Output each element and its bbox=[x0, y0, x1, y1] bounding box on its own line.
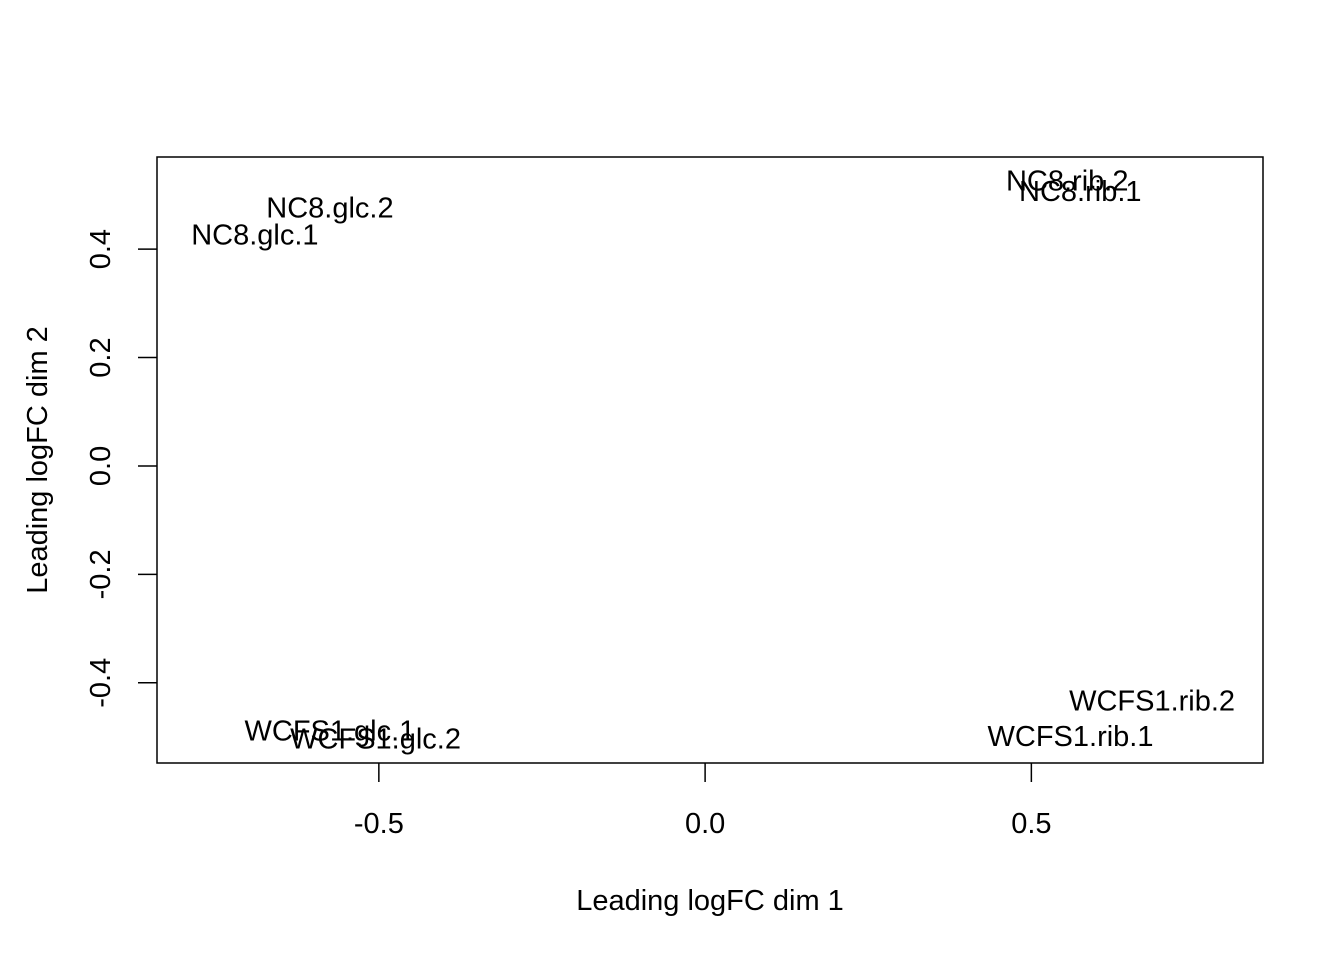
point-label: WCFS1.rib.1 bbox=[988, 721, 1154, 753]
y-tick-label: 0.2 bbox=[85, 337, 117, 377]
point-label: NC8.glc.1 bbox=[191, 220, 318, 252]
plot-frame bbox=[156, 156, 1264, 764]
x-tick-label: 0.5 bbox=[1011, 808, 1051, 840]
x-tick-label: -0.5 bbox=[354, 808, 404, 840]
y-tick-label: -0.4 bbox=[85, 658, 117, 708]
y-tick-label: -0.2 bbox=[85, 549, 117, 599]
point-label: WCFS1.glc.2 bbox=[290, 724, 461, 756]
y-tick-label: 0.4 bbox=[85, 229, 117, 269]
point-label: NC8.rib.2 bbox=[1006, 165, 1129, 197]
x-axis: -0.5 0.0 0.5 bbox=[354, 763, 1052, 840]
point-label: WCFS1.glc.1 bbox=[245, 716, 416, 748]
point-label: NC8.rib.1 bbox=[1019, 176, 1142, 208]
x-tick-label: 0.0 bbox=[685, 808, 725, 840]
y-axis: -0.4 -0.2 0.0 0.2 0.4 bbox=[85, 229, 157, 708]
point-label: WCFS1.rib.2 bbox=[1069, 686, 1235, 718]
y-axis-title: Leading logFC dim 2 bbox=[22, 326, 54, 594]
point-label: NC8.glc.2 bbox=[266, 192, 393, 224]
y-tick-label: 0.0 bbox=[85, 446, 117, 486]
x-axis-title: Leading logFC dim 1 bbox=[576, 885, 844, 917]
